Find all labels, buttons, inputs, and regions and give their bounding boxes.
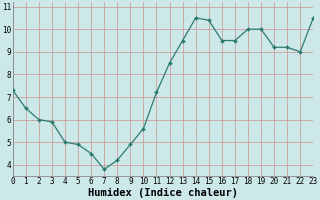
X-axis label: Humidex (Indice chaleur): Humidex (Indice chaleur) bbox=[88, 188, 238, 198]
